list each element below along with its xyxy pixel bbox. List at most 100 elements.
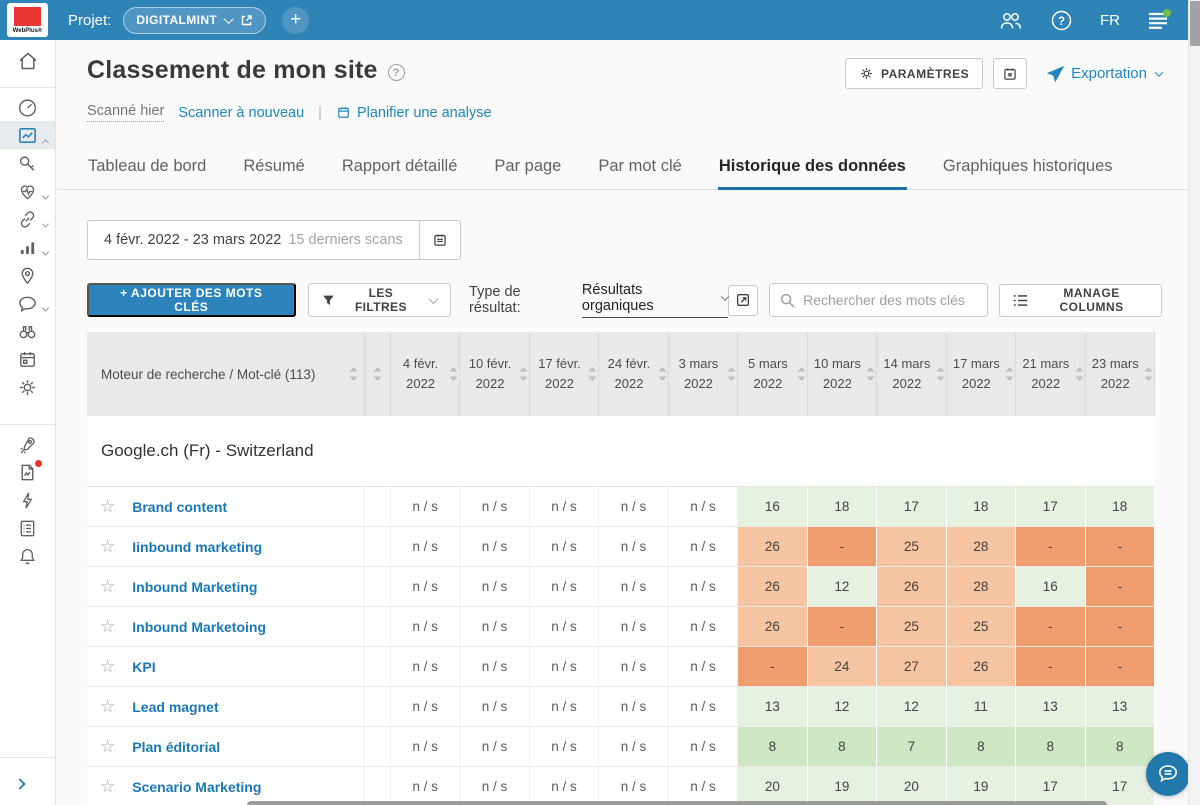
sort-icon [936, 367, 945, 381]
column-header-date[interactable]: 10 mars 2022 [808, 332, 877, 416]
webplus-logo[interactable]: WebPlus® [7, 3, 48, 37]
column-header-date[interactable]: 21 mars 2022 [1016, 332, 1085, 416]
sidebar-item-keywords[interactable] [0, 149, 55, 177]
chat-launcher-button[interactable] [1146, 752, 1190, 796]
keyword-link[interactable]: Brand content [132, 499, 227, 515]
project-selector[interactable]: DIGITALMINT [123, 7, 266, 34]
keyword-link[interactable]: Inbound Marketing [132, 579, 257, 595]
bell-icon [17, 546, 38, 567]
sidebar-item-social[interactable] [0, 289, 55, 317]
keyword-link[interactable]: Scenario Marketing [132, 779, 261, 795]
svg-text:?: ? [1058, 16, 1065, 28]
sidebar-item-backlinks[interactable] [0, 205, 55, 233]
sidebar-item-rocket[interactable] [0, 430, 55, 458]
ranking-cell: - [1016, 607, 1085, 646]
sidebar-item-tasks[interactable] [0, 514, 55, 542]
rescan-link[interactable]: Scanner à nouveau [178, 105, 304, 121]
column-header-keyword[interactable]: Moteur de recherche / Mot-clé (113) [87, 332, 365, 416]
sidebar-item-planner[interactable] [0, 345, 55, 373]
menu-icon[interactable] [1148, 12, 1168, 29]
column-header-date[interactable]: 17 mars 2022 [947, 332, 1016, 416]
sidebar-item-local[interactable] [0, 261, 55, 289]
horizontal-scrollbar[interactable] [247, 801, 1107, 805]
ranking-cell: 8 [1086, 727, 1155, 766]
sidebar-item-analytics[interactable] [0, 233, 55, 261]
filter-icon [322, 294, 335, 307]
sidebar-item-site-health[interactable] [0, 177, 55, 205]
vertical-scrollbar[interactable] [1188, 0, 1200, 805]
report-schedule-button[interactable] [993, 58, 1027, 89]
star-icon[interactable]: ☆ [100, 498, 115, 515]
keyword-link[interactable]: Inbound Marketoing [132, 619, 266, 635]
add-project-button[interactable]: + [282, 7, 309, 34]
tab-rapport-d-taill-[interactable]: Rapport détaillé [341, 148, 459, 189]
ranking-cell: 8 [947, 727, 1016, 766]
ranking-cell: 17 [1016, 487, 1085, 526]
column-header-date[interactable]: 5 mars 2022 [738, 332, 807, 416]
column-header-serp[interactable] [365, 332, 391, 416]
calendar-button[interactable] [419, 221, 460, 259]
sidebar-item-dashboard[interactable] [0, 93, 55, 121]
keyword-link[interactable]: Lead magnet [132, 699, 218, 715]
sidebar-item-quick-actions[interactable] [0, 486, 55, 514]
sidebar-item-notifications[interactable] [0, 542, 55, 570]
search-icon [780, 293, 795, 308]
star-icon[interactable]: ☆ [100, 618, 115, 635]
ranking-cell: n / s [460, 487, 529, 526]
sidebar-item-pdf-reports[interactable] [0, 458, 55, 486]
column-header-date[interactable]: 17 févr. 2022 [530, 332, 599, 416]
keyword-link[interactable]: KPI [132, 659, 155, 675]
sidebar-collapse-button[interactable] [0, 763, 55, 805]
star-icon[interactable]: ☆ [100, 578, 115, 595]
settings-button[interactable]: PARAMÈTRES [845, 58, 983, 89]
column-header-date[interactable]: 24 févr. 2022 [599, 332, 668, 416]
sidebar-item-settings[interactable] [0, 373, 55, 401]
bar-chart-icon [17, 237, 38, 258]
chevron-down-icon [1155, 68, 1163, 76]
keyword-link[interactable]: Plan éditorial [132, 739, 220, 755]
tab-historique-des-donn-es[interactable]: Historique des données [718, 148, 907, 189]
sort-icon [1144, 367, 1153, 381]
link-icon [17, 209, 38, 230]
title-help-icon[interactable]: ? [388, 64, 405, 81]
ranking-cell: - [1016, 527, 1085, 566]
column-header-date[interactable]: 23 mars 2022 [1086, 332, 1155, 416]
language-selector[interactable]: FR [1100, 12, 1120, 29]
result-type-select[interactable]: Résultats organiques [582, 282, 728, 318]
star-icon[interactable]: ☆ [100, 738, 115, 755]
table-row: ☆Iinbound marketingn / sn / sn / sn / sn… [87, 527, 1155, 567]
tab-par-mot-cl-[interactable]: Par mot clé [597, 148, 682, 189]
schedule-analysis-link[interactable]: Planifier une analyse [336, 105, 492, 121]
sidebar-item-home[interactable] [0, 40, 55, 82]
filters-button[interactable]: LES FILTRES [308, 283, 452, 317]
export-table-button[interactable] [728, 285, 759, 316]
ranking-cell: 19 [808, 767, 877, 805]
help-icon[interactable]: ? [1051, 10, 1072, 31]
column-header-date[interactable]: 3 mars 2022 [669, 332, 738, 416]
tab-graphiques-historiques[interactable]: Graphiques historiques [942, 148, 1114, 189]
last-scan-label[interactable]: Scanné hier [87, 103, 164, 122]
star-icon[interactable]: ☆ [100, 698, 115, 715]
column-header-date[interactable]: 10 févr. 2022 [460, 332, 529, 416]
team-icon[interactable] [998, 11, 1023, 30]
star-icon[interactable]: ☆ [100, 658, 115, 675]
tab-tableau-de-bord[interactable]: Tableau de bord [87, 148, 207, 189]
export-menu[interactable]: Exportation [1047, 65, 1162, 82]
manage-columns-button[interactable]: MANAGE COLUMNS [999, 284, 1162, 317]
scrollbar-thumb[interactable] [1190, 1, 1200, 46]
date-range-picker[interactable]: 4 févr. 2022 - 23 mars 2022 15 derniers … [87, 220, 461, 260]
column-header-date[interactable]: 4 févr. 2022 [391, 332, 460, 416]
sidebar-item-competitors[interactable] [0, 317, 55, 345]
tab-r-sum-[interactable]: Résumé [242, 148, 305, 189]
column-header-date[interactable]: 14 mars 2022 [877, 332, 946, 416]
tab-par-page[interactable]: Par page [493, 148, 562, 189]
sidebar-item-rank-tracking[interactable] [0, 121, 55, 149]
ranking-cell: - [1086, 607, 1155, 646]
keyword-link[interactable]: Iinbound marketing [132, 539, 262, 555]
star-icon[interactable]: ☆ [100, 538, 115, 555]
search-input[interactable] [803, 292, 984, 308]
add-keywords-button[interactable]: + AJOUTER DES MOTS CLÉS [87, 283, 296, 317]
star-icon[interactable]: ☆ [100, 778, 115, 795]
separator: | [318, 105, 322, 121]
serp-cell [365, 567, 391, 606]
